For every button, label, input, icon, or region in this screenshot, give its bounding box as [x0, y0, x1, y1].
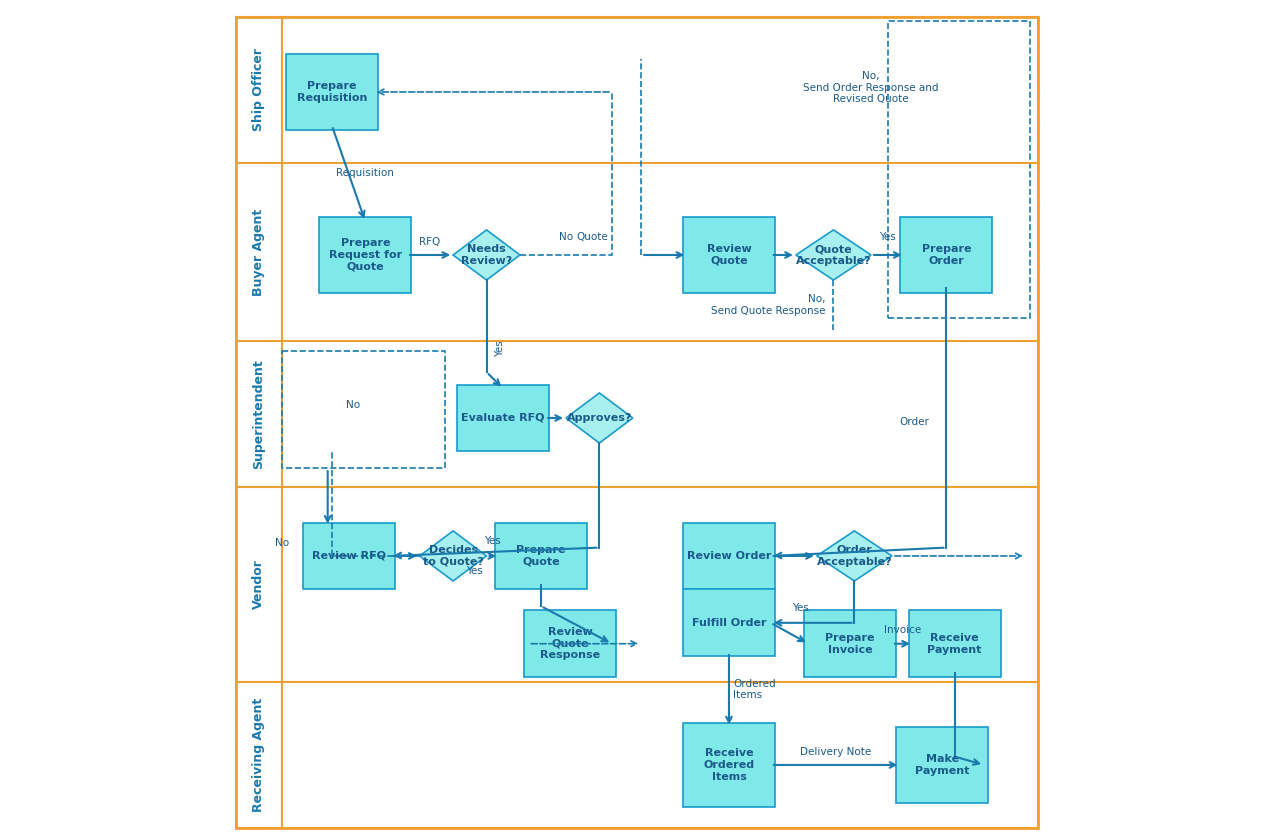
Text: Quote: Quote	[576, 232, 608, 242]
Text: Order
Acceptable?: Order Acceptable?	[817, 545, 892, 567]
Text: No: No	[345, 400, 359, 410]
Text: Vendor: Vendor	[252, 559, 265, 609]
FancyBboxPatch shape	[285, 54, 378, 130]
Text: Make
Payment: Make Payment	[915, 754, 970, 776]
Text: Ordered
Items: Ordered Items	[733, 679, 776, 701]
Text: Review
Quote
Response: Review Quote Response	[540, 627, 600, 660]
Text: Receive
Payment: Receive Payment	[927, 633, 982, 655]
Text: Receive
Ordered
Items: Receive Ordered Items	[703, 748, 754, 782]
FancyBboxPatch shape	[457, 385, 549, 451]
FancyBboxPatch shape	[683, 217, 775, 293]
Text: Prepare
Quote: Prepare Quote	[516, 545, 566, 567]
Text: Review
Quote: Review Quote	[707, 244, 752, 266]
Polygon shape	[796, 230, 871, 280]
Text: Yes: Yes	[465, 566, 483, 576]
Text: Yes: Yes	[484, 536, 501, 546]
FancyBboxPatch shape	[896, 727, 989, 803]
Text: Ship Officer: Ship Officer	[252, 48, 265, 131]
Text: Prepare
Request for
Quote: Prepare Request for Quote	[329, 238, 401, 272]
FancyBboxPatch shape	[494, 522, 587, 589]
FancyBboxPatch shape	[804, 610, 896, 677]
Polygon shape	[817, 531, 892, 581]
FancyBboxPatch shape	[908, 610, 1000, 677]
Text: Decides
to Quote?: Decides to Quote?	[423, 545, 484, 567]
Text: Prepare
Invoice: Prepare Invoice	[826, 633, 875, 655]
Text: Yes: Yes	[879, 232, 896, 242]
Text: Requisition: Requisition	[336, 169, 394, 178]
FancyBboxPatch shape	[524, 610, 617, 677]
Text: Invoice: Invoice	[884, 625, 921, 635]
FancyBboxPatch shape	[320, 217, 412, 293]
Text: Yes: Yes	[791, 603, 809, 613]
Text: Evaluate RFQ: Evaluate RFQ	[461, 413, 545, 423]
Text: RFQ: RFQ	[419, 237, 441, 247]
Text: No,
Send Quote Response: No, Send Quote Response	[711, 294, 826, 316]
Text: Prepare
Order: Prepare Order	[921, 244, 971, 266]
Text: Needs
Review?: Needs Review?	[461, 244, 512, 266]
FancyBboxPatch shape	[236, 17, 1038, 828]
Text: No: No	[559, 232, 573, 242]
FancyBboxPatch shape	[683, 723, 775, 807]
FancyBboxPatch shape	[683, 589, 775, 656]
Text: Buyer Agent: Buyer Agent	[252, 208, 265, 295]
Text: Fulfill Order: Fulfill Order	[692, 618, 766, 628]
Text: Prepare
Requisition: Prepare Requisition	[297, 81, 367, 103]
Text: Approves?: Approves?	[567, 413, 632, 423]
Text: Order: Order	[899, 417, 930, 427]
Text: Receiving Agent: Receiving Agent	[252, 697, 265, 812]
Polygon shape	[419, 531, 487, 581]
Text: Yes: Yes	[494, 340, 505, 358]
Text: Review RFQ: Review RFQ	[312, 551, 386, 561]
Text: Superintendent: Superintendent	[252, 359, 265, 469]
Text: Delivery Note: Delivery Note	[800, 747, 871, 757]
Text: Quote
Acceptable?: Quote Acceptable?	[796, 244, 871, 266]
FancyBboxPatch shape	[683, 522, 775, 589]
FancyBboxPatch shape	[901, 217, 992, 293]
FancyBboxPatch shape	[303, 522, 395, 589]
Text: No,
Send Order Response and
Revised Quote: No, Send Order Response and Revised Quot…	[804, 71, 939, 104]
Polygon shape	[566, 393, 633, 443]
Polygon shape	[454, 230, 520, 280]
Text: No: No	[275, 538, 289, 548]
Text: Review Order: Review Order	[687, 551, 771, 561]
